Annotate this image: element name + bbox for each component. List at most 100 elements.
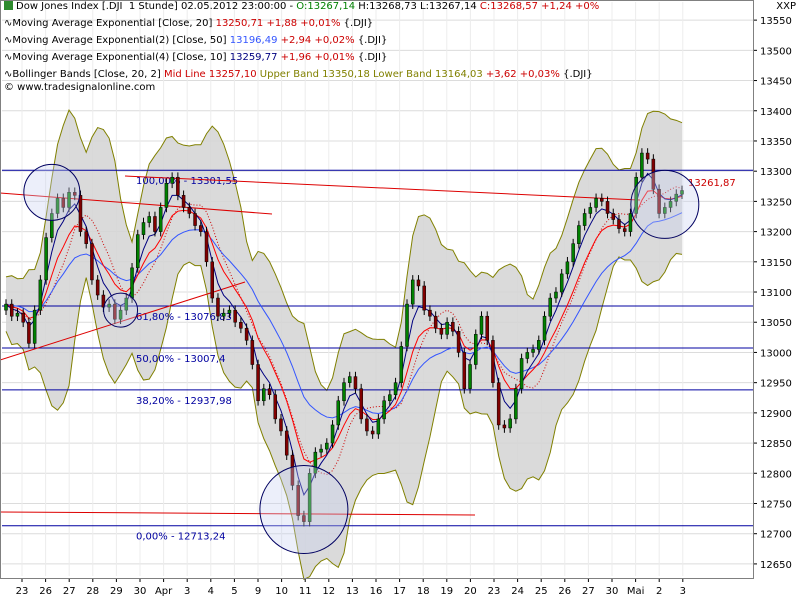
bb-lower: Lower Band 13164,03 [373,69,483,80]
candle-body [468,364,472,389]
candle-body [296,485,300,516]
candle-body [256,364,260,402]
ema50-line [5,212,683,419]
candle-body [428,309,432,317]
y-tick-label: 13200 [760,228,792,239]
y-tick-label: 12950 [760,379,792,390]
ema20-label: Moving Average Exponential [Close, 20] [12,18,213,29]
fib-level-label: 61,80% - 13076,83 [136,312,232,323]
candle-body [15,312,20,317]
fib-level-label: 100,00% - 13301,55 [136,176,238,187]
candle-body [176,176,180,196]
ema20-symbol: {.DJI} [343,18,374,29]
y-tick-label: 12800 [760,469,792,480]
header-datetime: 02.05.2012 23:00:00 - [180,1,294,12]
x-tick-label: 30 [606,586,619,597]
candle-body [239,321,243,329]
bollinger-upper-line [5,108,683,392]
bollinger-lower-line [5,252,683,580]
candle-body [525,352,530,359]
candle-body [187,207,192,214]
x-tick-label: 25 [535,586,548,597]
bollinger-fill [6,110,682,580]
y-tick-label: 12650 [760,560,792,571]
annotation-circle [630,169,700,239]
x-tick-label: 18 [417,586,430,597]
x-tick-label: 30 [134,586,147,597]
y-tick-label: 13050 [760,318,792,329]
y-tick-label: 12700 [760,530,792,541]
ema20-line [5,190,683,463]
x-tick-label: 16 [370,586,383,597]
candle-body [640,152,644,178]
x-tick-label: 26 [558,586,571,597]
candle-body [554,291,558,299]
candle-body [130,267,134,299]
candle-body [680,190,684,195]
chart-icon [4,1,13,10]
candle-body [336,400,341,426]
candle-body [67,192,71,208]
y-tick-label: 13500 [760,46,792,57]
annotation-circle [103,292,139,328]
x-tick-label: 3 [680,586,686,597]
candle-body [479,315,484,335]
ema50-label: Moving Average Exponential(2) [Close, 50… [12,35,227,46]
ema10-change: +1,96 +0,01% [280,52,355,63]
candle-body [577,225,581,244]
x-tick-label: 27 [582,586,595,597]
legend-ema20: ∿Moving Average Exponential [Close, 20] … [4,18,373,30]
annotation-circle [259,465,349,555]
x-tick-label: 2 [656,586,662,597]
candle-body [233,309,237,323]
candle-body [594,198,598,208]
candle-body [147,216,151,223]
fib-level-label: 50,00% - 13007,4 [136,354,225,365]
y-tick-label: 13250 [760,197,792,208]
y-axis: 12650 12700 12750 12800 12850 12900 12950 13000… [753,16,792,571]
candle-body [342,382,346,402]
candle-body [90,243,94,281]
x-axis: 23 26 27 28 29 30 Apr 3 4 5 9 10 11 12 13 16 17 18 19 20 23 2… [16,578,686,597]
candle-body [193,213,197,226]
candle-body [559,273,564,293]
bb-mid: Mid Line 13257,10 [163,69,257,80]
candle-body [319,448,323,453]
candle-body [451,321,455,332]
candle-body [307,473,312,522]
wave-icon: ∿ [4,69,13,80]
candle-body [302,515,306,522]
plot-border [0,0,754,579]
candle-body [485,315,489,341]
ema10-line [5,172,683,496]
wave-icon: ∿ [4,18,13,29]
y-tick-label: 13300 [760,167,792,178]
candle-body [376,418,381,435]
candle-body [370,430,375,435]
candle-body [61,198,66,208]
candle-body [330,424,335,444]
y-tick-label: 13150 [760,258,792,269]
candle-body [542,315,547,341]
candle-body [353,376,358,389]
candle-body [622,228,627,232]
candle-body [164,183,169,208]
x-tick-label: 27 [63,586,76,597]
candle-body [496,382,501,426]
candle-body [410,279,415,305]
y-tick-label: 13350 [760,137,792,148]
symbol-label: XXP [776,1,796,12]
candle-body [565,261,570,275]
ema50-change: +2,94 +0,02% [280,35,355,46]
low-value: L:13267,14 [420,1,477,12]
y-tick-label: 13400 [760,107,792,118]
candle-body [388,394,392,402]
x-tick-label: 23 [16,586,29,597]
y-tick-label: 12850 [760,439,792,450]
bb-upper: Upper Band 13350,18 [259,69,370,80]
candle-body [634,176,638,214]
candle-body [531,349,535,353]
x-tick-label: 11 [299,586,312,597]
candle-body [107,303,111,308]
